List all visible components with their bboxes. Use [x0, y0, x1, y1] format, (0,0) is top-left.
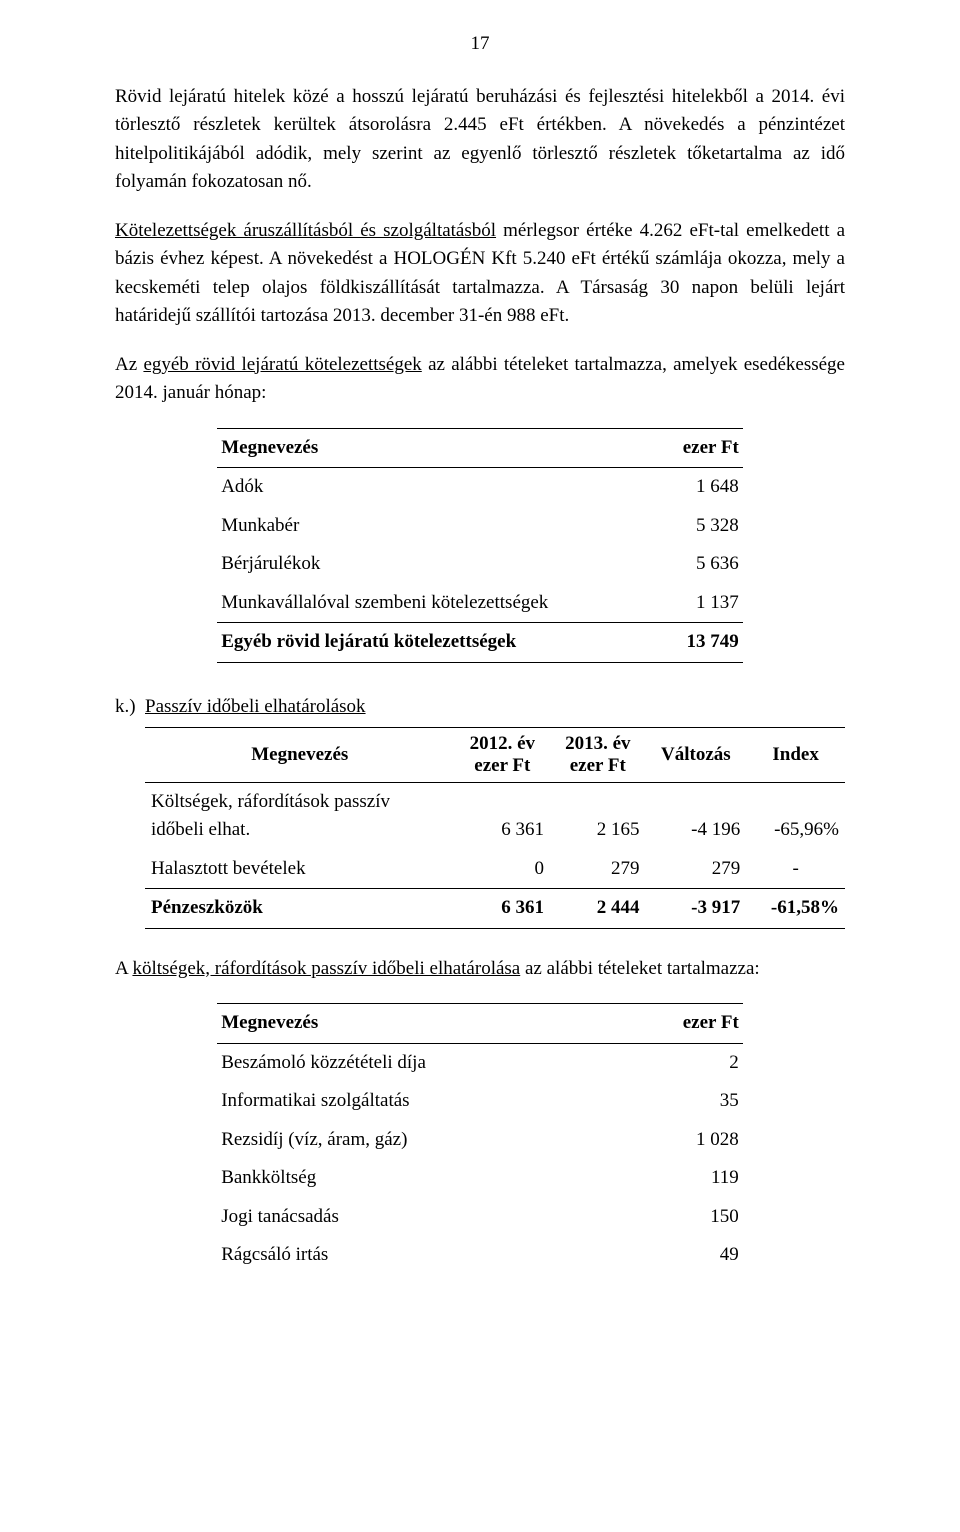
table-row: Bankköltség 119 — [217, 1159, 743, 1198]
table-cost-accruals: Megnevezés ezer Ft Beszámoló közzétételi… — [217, 1003, 743, 1275]
t2-h-y1a: 2012. év — [470, 733, 535, 754]
t1-r3-value: 1 137 — [658, 584, 742, 623]
t1-r3-label: Munkavállalóval szembeni kötelezettségek — [217, 584, 658, 623]
t3-r0-label: Beszámoló közzétételi díja — [217, 1043, 621, 1082]
t3-r4-value: 150 — [621, 1198, 743, 1237]
t2-h-label: Megnevezés — [145, 728, 455, 783]
section-k-marker: k.) — [115, 693, 145, 722]
t3-r4-label: Jogi tanácsadás — [217, 1198, 621, 1237]
t2-r0-label: Költségek, ráfordítások passzív időbeli … — [145, 782, 455, 850]
t3-r3-value: 119 — [621, 1159, 743, 1198]
t2-h-y1: 2012. év ezer Ft — [455, 728, 550, 783]
table-row: Munkavállalóval szembeni kötelezettségek… — [217, 584, 743, 623]
table-liabilities: Megnevezés ezer Ft Adók 1 648 Munkabér 5… — [217, 428, 743, 663]
t2-h-delta: Változás — [646, 728, 747, 783]
table-row: Munkabér 5 328 — [217, 507, 743, 546]
table-passive-accruals: Megnevezés 2012. év ezer Ft 2013. év eze… — [145, 727, 845, 929]
t3-header-label: Megnevezés — [217, 1004, 621, 1044]
t2-total-delta: -3 917 — [646, 889, 747, 929]
t2-total-label: Pénzeszközök — [145, 889, 455, 929]
t1-r2-value: 5 636 — [658, 545, 742, 584]
table-row: Adók 1 648 — [217, 468, 743, 507]
table-total-row: Egyéb rövid lejáratú kötelezettségek 13 … — [217, 623, 743, 663]
t3-r1-label: Informatikai szolgáltatás — [217, 1082, 621, 1121]
t3-r2-value: 1 028 — [621, 1121, 743, 1160]
t1-header-value: ezer Ft — [658, 428, 742, 468]
paragraph-4-underline: költségek, ráfordítások passzív időbeli … — [132, 958, 520, 979]
paragraph-4-pre: A — [115, 958, 132, 979]
paragraph-3-pre: Az — [115, 354, 143, 375]
t2-r0-y2: 2 165 — [550, 782, 645, 850]
table-row: Költségek, ráfordítások passzív időbeli … — [145, 782, 845, 850]
table-row: Rágcsáló irtás 49 — [217, 1236, 743, 1275]
t1-r1-value: 5 328 — [658, 507, 742, 546]
t2-h-index: Index — [746, 728, 845, 783]
table-row: Jogi tanácsadás 150 — [217, 1198, 743, 1237]
t1-r0-label: Adók — [217, 468, 658, 507]
t2-r1-label: Halasztott bevételek — [145, 850, 455, 889]
table-row: Halasztott bevételek 0 279 279 - — [145, 850, 845, 889]
t3-header-value: ezer Ft — [621, 1004, 743, 1044]
t3-r5-value: 49 — [621, 1236, 743, 1275]
paragraph-1: Rövid lejáratú hitelek közé a hosszú lej… — [115, 83, 845, 197]
section-k-title: Passzív időbeli elhatárolások — [145, 693, 366, 722]
table-row: Bérjárulékok 5 636 — [217, 545, 743, 584]
t1-header-label: Megnevezés — [217, 428, 658, 468]
t3-r5-label: Rágcsáló irtás — [217, 1236, 621, 1275]
t2-h-y1b: ezer Ft — [461, 755, 544, 777]
t1-r2-label: Bérjárulékok — [217, 545, 658, 584]
t2-h-y2a: 2013. év — [565, 733, 630, 754]
t1-r0-value: 1 648 — [658, 468, 742, 507]
paragraph-3: Az egyéb rövid lejáratú kötelezettségek … — [115, 351, 845, 408]
t3-r0-value: 2 — [621, 1043, 743, 1082]
table-row: Beszámoló közzétételi díja 2 — [217, 1043, 743, 1082]
t2-h-y2b: ezer Ft — [556, 755, 639, 777]
t2-r0-label-b: időbeli elhat. — [151, 819, 250, 840]
paragraph-3-underline: egyéb rövid lejáratú kötelezettségek — [143, 354, 421, 375]
t2-r1-index: - — [746, 850, 845, 889]
t2-r0-delta: -4 196 — [646, 782, 747, 850]
t2-total-y1: 6 361 — [455, 889, 550, 929]
paragraph-4: A költségek, ráfordítások passzív időbel… — [115, 955, 845, 984]
t2-r0-label-a: Költségek, ráfordítások passzív — [151, 791, 390, 812]
section-k-heading: k.) Passzív időbeli elhatárolások — [115, 693, 845, 722]
t2-r1-y1: 0 — [455, 850, 550, 889]
table-row: Informatikai szolgáltatás 35 — [217, 1082, 743, 1121]
t1-total-value: 13 749 — [658, 623, 742, 663]
t3-r1-value: 35 — [621, 1082, 743, 1121]
t2-r0-y1: 6 361 — [455, 782, 550, 850]
paragraph-2-underline: Kötelezettségek áruszállításból és szolg… — [115, 220, 496, 241]
t1-total-label: Egyéb rövid lejáratú kötelezettségek — [217, 623, 658, 663]
t2-r0-index: -65,96% — [746, 782, 845, 850]
page-number: 17 — [115, 30, 845, 59]
t1-r1-label: Munkabér — [217, 507, 658, 546]
t2-total-index: -61,58% — [746, 889, 845, 929]
t2-r1-delta: 279 — [646, 850, 747, 889]
t3-r2-label: Rezsidíj (víz, áram, gáz) — [217, 1121, 621, 1160]
t3-r3-label: Bankköltség — [217, 1159, 621, 1198]
t2-total-y2: 2 444 — [550, 889, 645, 929]
table-total-row: Pénzeszközök 6 361 2 444 -3 917 -61,58% — [145, 889, 845, 929]
paragraph-2: Kötelezettségek áruszállításból és szolg… — [115, 217, 845, 331]
t2-h-y2: 2013. év ezer Ft — [550, 728, 645, 783]
t2-r1-y2: 279 — [550, 850, 645, 889]
table-row: Rezsidíj (víz, áram, gáz) 1 028 — [217, 1121, 743, 1160]
paragraph-4-rest: az alábbi tételeket tartalmazza: — [520, 958, 759, 979]
